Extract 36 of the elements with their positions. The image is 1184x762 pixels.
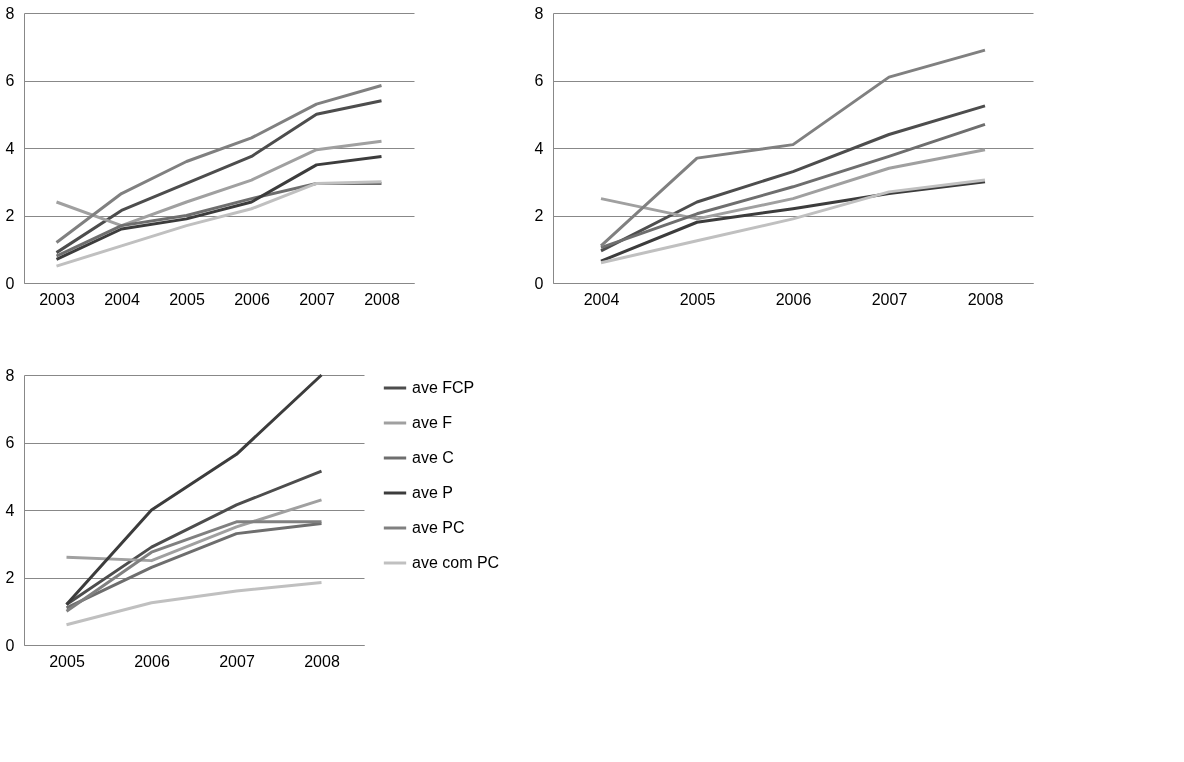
- y-tick-label: 6: [5, 72, 15, 89]
- x-tick-label: 2005: [679, 290, 716, 308]
- y-tick-label: 0: [5, 274, 15, 292]
- y-tick-label: 4: [5, 139, 15, 157]
- x-tick-label: 2006: [234, 290, 270, 308]
- x-tick-label: 2004: [104, 290, 140, 308]
- y-tick-label: 8: [534, 4, 544, 22]
- legend-label: ave PC: [412, 519, 465, 536]
- y-tick-label: 8: [5, 366, 15, 384]
- y-tick-label: 8: [5, 4, 15, 22]
- y-tick-label: 2: [5, 207, 15, 224]
- y-tick-label: 6: [5, 434, 15, 451]
- legend-label: ave P: [412, 484, 453, 501]
- x-tick-label: 2007: [871, 290, 908, 308]
- x-tick-label: 2007: [299, 290, 335, 308]
- legend-label: ave com PC: [412, 554, 500, 571]
- x-tick-label: 2008: [967, 290, 1004, 308]
- y-tick-label: 4: [534, 139, 544, 157]
- legend-label: ave FCP: [412, 379, 475, 396]
- legend-label: ave C: [412, 449, 454, 466]
- x-tick-label: 2003: [39, 290, 75, 308]
- x-tick-label: 2005: [169, 290, 205, 308]
- x-tick-label: 2006: [134, 652, 170, 670]
- y-tick-label: 6: [534, 72, 544, 89]
- x-tick-label: 2008: [364, 290, 400, 308]
- x-tick-label: 2004: [583, 290, 620, 308]
- y-tick-label: 2: [5, 569, 15, 586]
- y-tick-label: 0: [5, 636, 15, 654]
- x-tick-label: 2006: [775, 290, 812, 308]
- legend-label: ave F: [412, 414, 453, 431]
- x-tick-label: 2005: [49, 652, 85, 670]
- y-tick-label: 0: [534, 274, 544, 292]
- y-tick-label: 4: [5, 501, 15, 519]
- x-tick-label: 2008: [304, 652, 340, 670]
- y-tick-label: 2: [534, 207, 544, 224]
- x-tick-label: 2007: [219, 652, 255, 670]
